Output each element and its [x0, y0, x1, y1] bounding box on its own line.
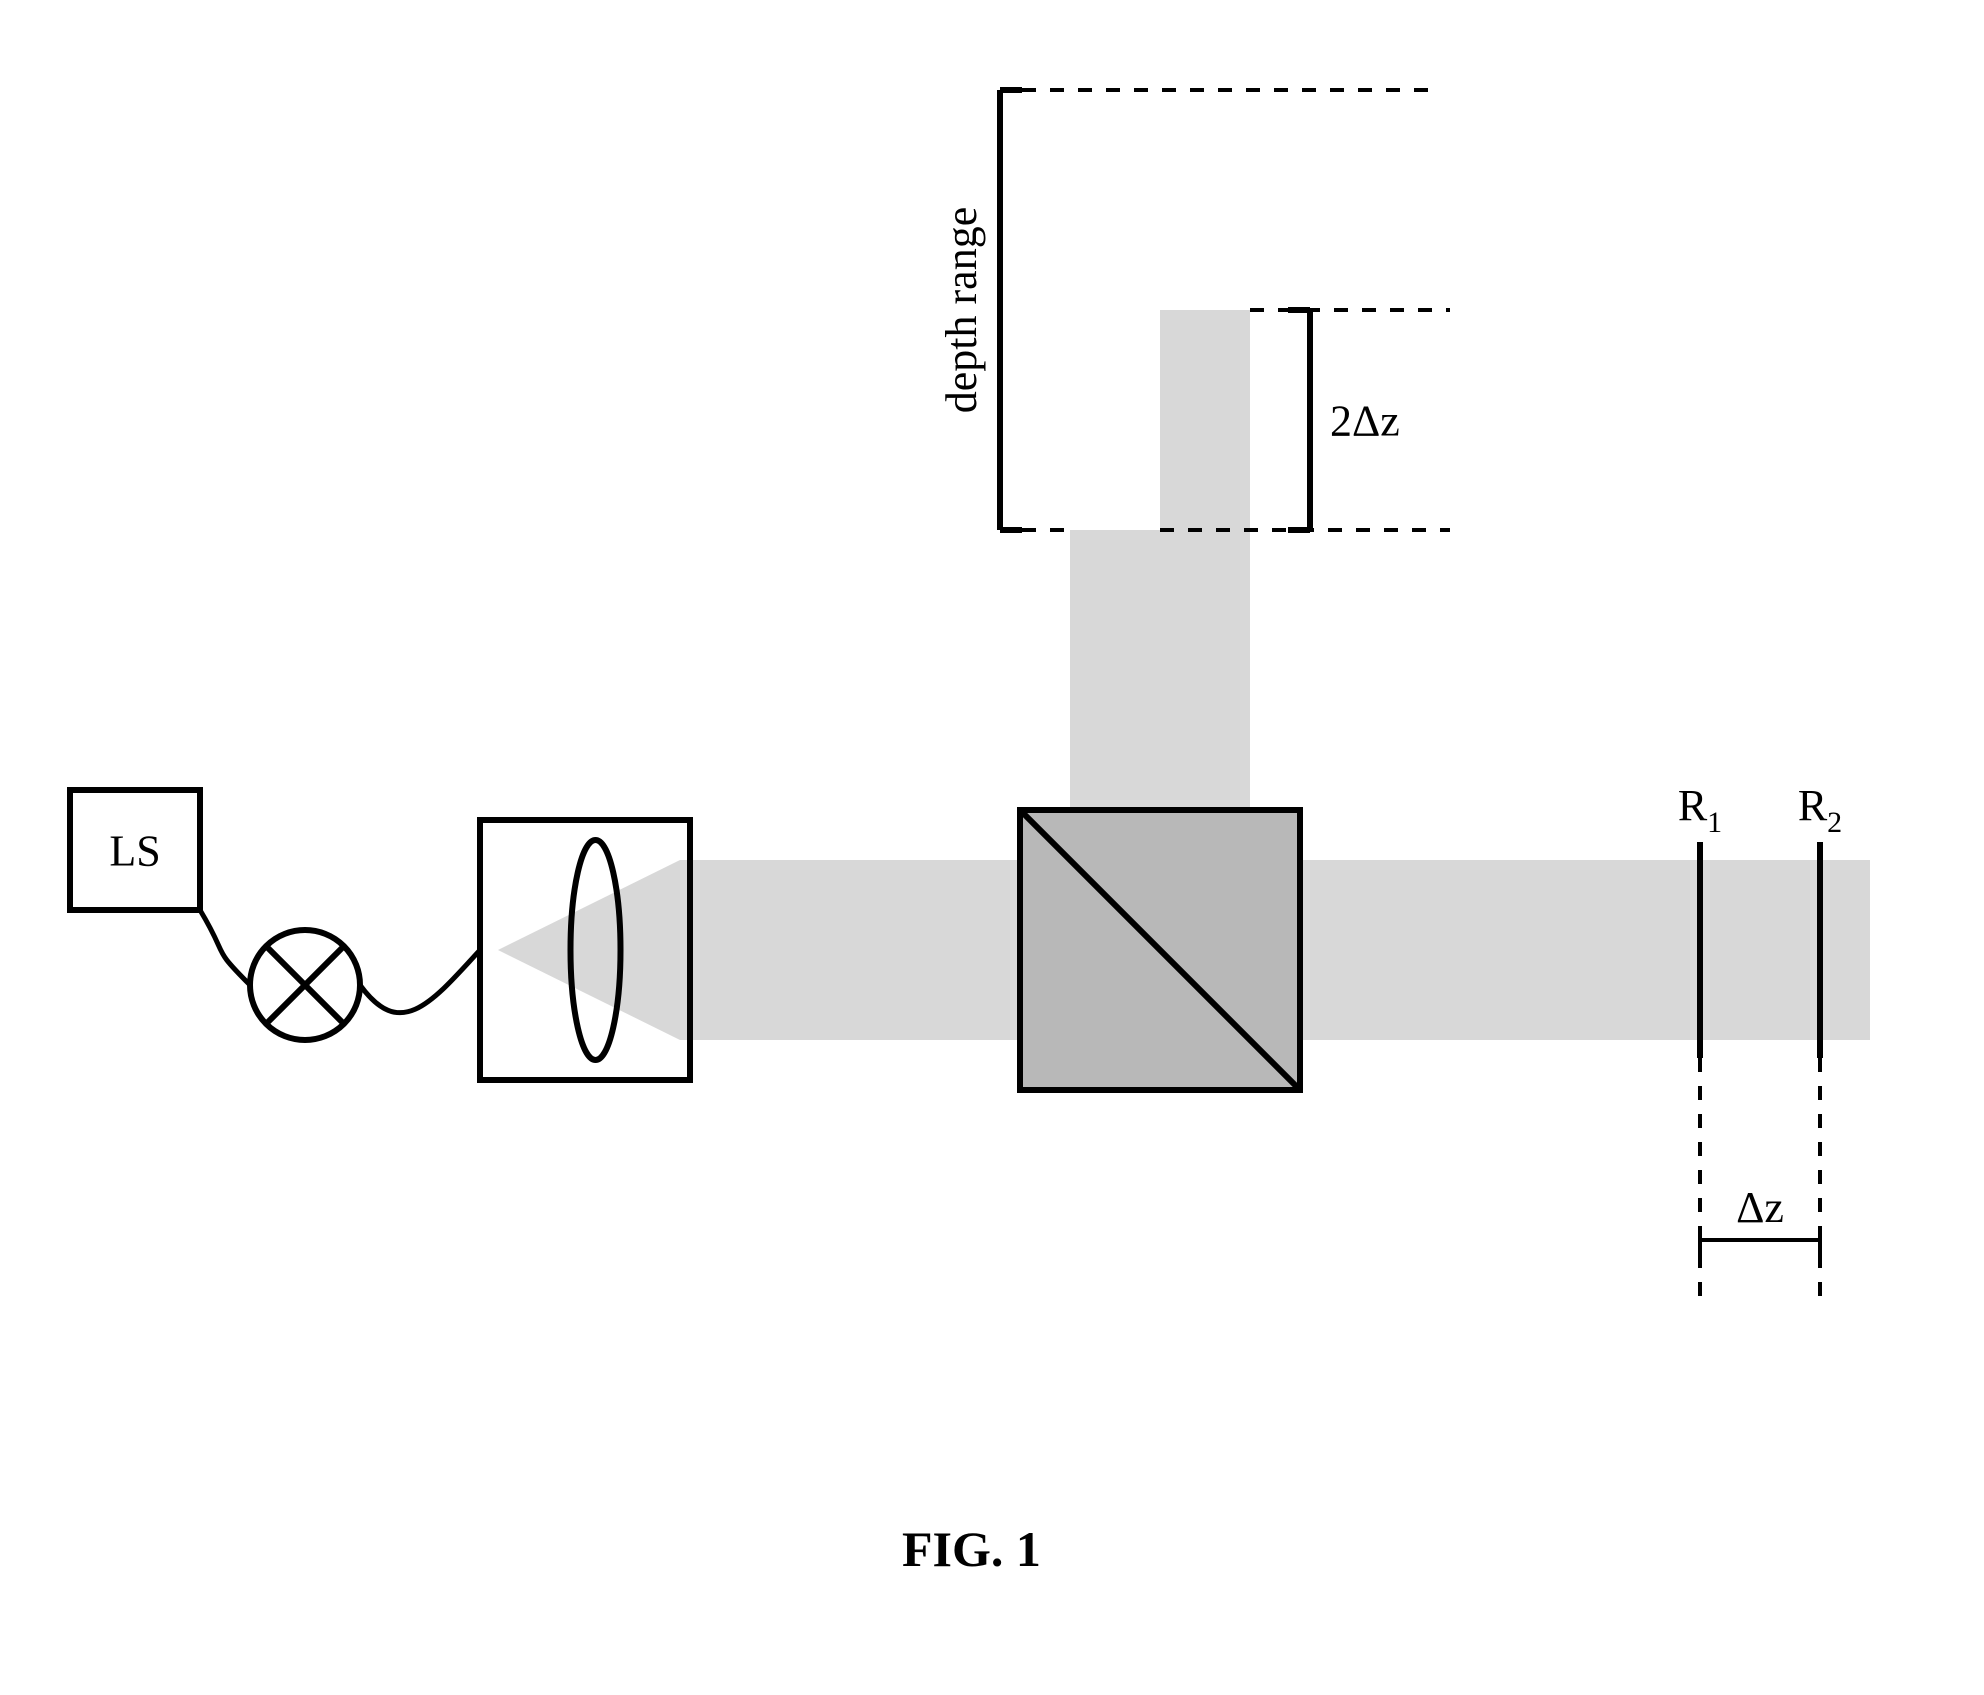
reference-mirror-label-2: R2 [1798, 781, 1842, 839]
depth-range-label: depth range [937, 207, 986, 413]
collimator-cone [498, 860, 680, 1040]
delta-z-label: Δz [1736, 1183, 1784, 1232]
light-source-label: LS [109, 826, 160, 875]
figure-caption: FIG. 1 [902, 1520, 1041, 1578]
fiber-ls-to-coupler [200, 910, 250, 985]
sample-beam-tall [1160, 310, 1250, 862]
two-delta-z-label: 2Δz [1330, 396, 1400, 445]
fiber-coupler-to-collimator [360, 950, 480, 1013]
optical-schematic: LS R1 R2 Δz depth range 2Δz [0, 0, 1984, 1695]
reference-mirror-label-1: R1 [1678, 781, 1722, 839]
